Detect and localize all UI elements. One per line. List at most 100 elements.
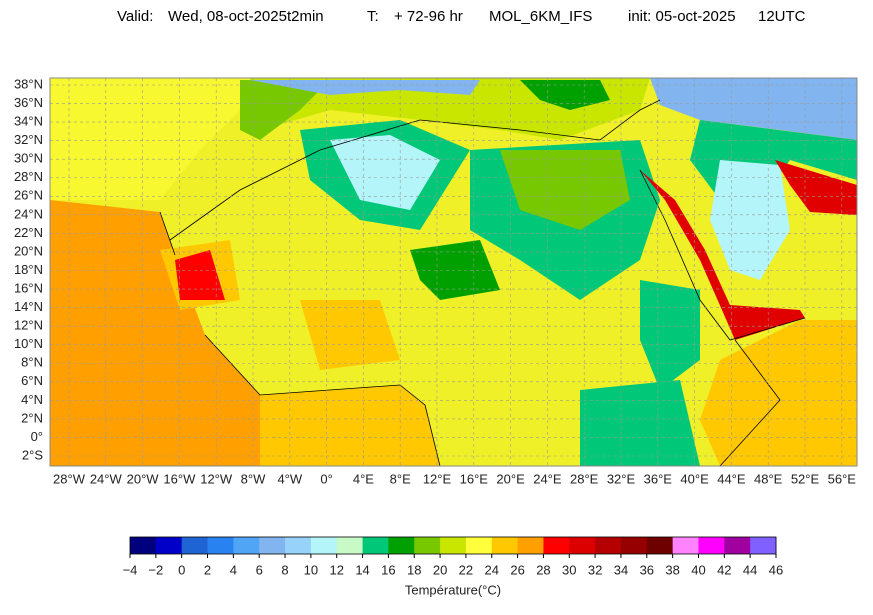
colorbar-tick-label: 20	[433, 562, 447, 577]
colorbar-tick-label: 2	[204, 562, 211, 577]
header-valid-label: Valid:	[117, 8, 153, 25]
colorbar-tick-label: 14	[355, 562, 369, 577]
colorbar-swatch	[724, 537, 751, 554]
colorbar-tick-label: 18	[407, 562, 421, 577]
colorbar-tick-label: 30	[562, 562, 576, 577]
lon-label: 40°E	[680, 471, 709, 486]
lon-label: 4°W	[277, 471, 302, 486]
lon-label: 12°W	[200, 471, 233, 486]
lat-label: 20°N	[14, 243, 43, 258]
lon-label: 24°E	[533, 471, 562, 486]
colorbar-swatch	[285, 537, 312, 554]
lat-label: 6°N	[21, 373, 43, 388]
lat-label: 22°N	[14, 225, 43, 240]
lon-label: 48°E	[754, 471, 783, 486]
colorbar-swatch	[181, 537, 209, 554]
lon-label: 16°W	[163, 471, 196, 486]
colorbar-label: Température(°C)	[405, 582, 501, 597]
colorbar-swatch	[698, 537, 725, 554]
colorbar-swatch	[543, 537, 570, 554]
lon-label: 52°E	[791, 471, 820, 486]
colorbar-swatch	[130, 537, 157, 554]
lat-label: 30°N	[14, 151, 43, 166]
lon-label: 0°	[320, 471, 332, 486]
colorbar-swatch	[517, 537, 544, 554]
header-model: MOL_6KM_IFS	[489, 8, 592, 25]
colorbar-tick-label: 12	[329, 562, 343, 577]
colorbar-tick-label: 46	[769, 562, 783, 577]
header-t-label: T:	[367, 8, 379, 25]
lon-label: 24°W	[90, 471, 123, 486]
colorbar-tick-label: 34	[614, 562, 628, 577]
colorbar-tick-label: 26	[510, 562, 524, 577]
colorbar-tick-label: 36	[640, 562, 654, 577]
lat-label: 14°N	[14, 299, 43, 314]
lat-label: 0°	[31, 429, 43, 444]
lat-label: 10°N	[14, 336, 43, 351]
header-range: + 72-96 hr	[394, 8, 463, 25]
colorbar-swatch	[336, 537, 364, 554]
map-frame	[49, 77, 858, 467]
colorbar-tick-label: 32	[588, 562, 602, 577]
colorbar-tick-label: 0	[178, 562, 185, 577]
lat-label: 16°N	[14, 280, 43, 295]
colorbar-tick-label: 40	[691, 562, 705, 577]
header-init: init: 05-oct-2025	[628, 8, 736, 25]
colorbar-swatch	[491, 537, 519, 554]
lon-label: 4°E	[353, 471, 374, 486]
lon-label: 8°E	[390, 471, 411, 486]
lon-label: 20°E	[496, 471, 525, 486]
lon-label: 44°E	[717, 471, 746, 486]
lat-label: 38°N	[14, 76, 43, 91]
colorbar-tick-label: −2	[148, 562, 163, 577]
colorbar-tick-label: 16	[381, 562, 395, 577]
colorbar-swatch	[259, 537, 286, 554]
lat-label: 4°N	[21, 392, 43, 407]
map	[50, 78, 857, 466]
colorbar-swatch	[233, 537, 260, 554]
colorbar-swatch	[207, 537, 234, 554]
colorbar-swatch	[750, 537, 777, 554]
colorbar-tick-label: 38	[665, 562, 679, 577]
colorbar-swatch	[440, 537, 467, 554]
lon-label: 16°E	[460, 471, 489, 486]
colorbar-swatch	[620, 537, 648, 554]
colorbar-frame	[129, 536, 777, 555]
colorbar-tick-label: 8	[281, 562, 288, 577]
header-valid-date: Wed, 08-oct-2025t2min	[168, 8, 324, 25]
lat-label: 26°N	[14, 188, 43, 203]
colorbar-tick-label: 44	[743, 562, 757, 577]
lon-label: 56°E	[828, 471, 857, 486]
colorbar-swatch	[595, 537, 622, 554]
lon-label: 36°E	[644, 471, 673, 486]
colorbar-swatch	[362, 537, 389, 554]
lon-label: 12°E	[423, 471, 452, 486]
colorbar-tick-label: 10	[304, 562, 318, 577]
lat-label: 2°N	[21, 410, 43, 425]
lon-label: 28°E	[570, 471, 599, 486]
colorbar-tick-label: 6	[256, 562, 263, 577]
colorbar-tick-label: 4	[230, 562, 237, 577]
colorbar-swatch	[672, 537, 699, 554]
lat-label: 18°N	[14, 262, 43, 277]
colorbar-swatch	[155, 537, 183, 554]
lon-label: 32°E	[607, 471, 636, 486]
colorbar-tick-label: −4	[123, 562, 138, 577]
lat-label: 8°N	[21, 355, 43, 370]
colorbar-swatch	[646, 537, 674, 554]
lat-label: 34°N	[14, 114, 43, 129]
colorbar-tick-label: 24	[485, 562, 499, 577]
header-run: 12UTC	[758, 8, 806, 25]
colorbar-swatch	[388, 537, 415, 554]
lat-label: 24°N	[14, 206, 43, 221]
colorbar-tick-label: 22	[459, 562, 473, 577]
lat-label: 12°N	[14, 318, 43, 333]
colorbar-swatch	[569, 537, 596, 554]
lon-label: 20°W	[127, 471, 160, 486]
lon-label: 8°W	[241, 471, 266, 486]
lon-label: 28°W	[53, 471, 86, 486]
lat-label: 28°N	[14, 169, 43, 184]
colorbar-swatch	[414, 537, 441, 554]
colorbar-tick-label: 42	[717, 562, 731, 577]
